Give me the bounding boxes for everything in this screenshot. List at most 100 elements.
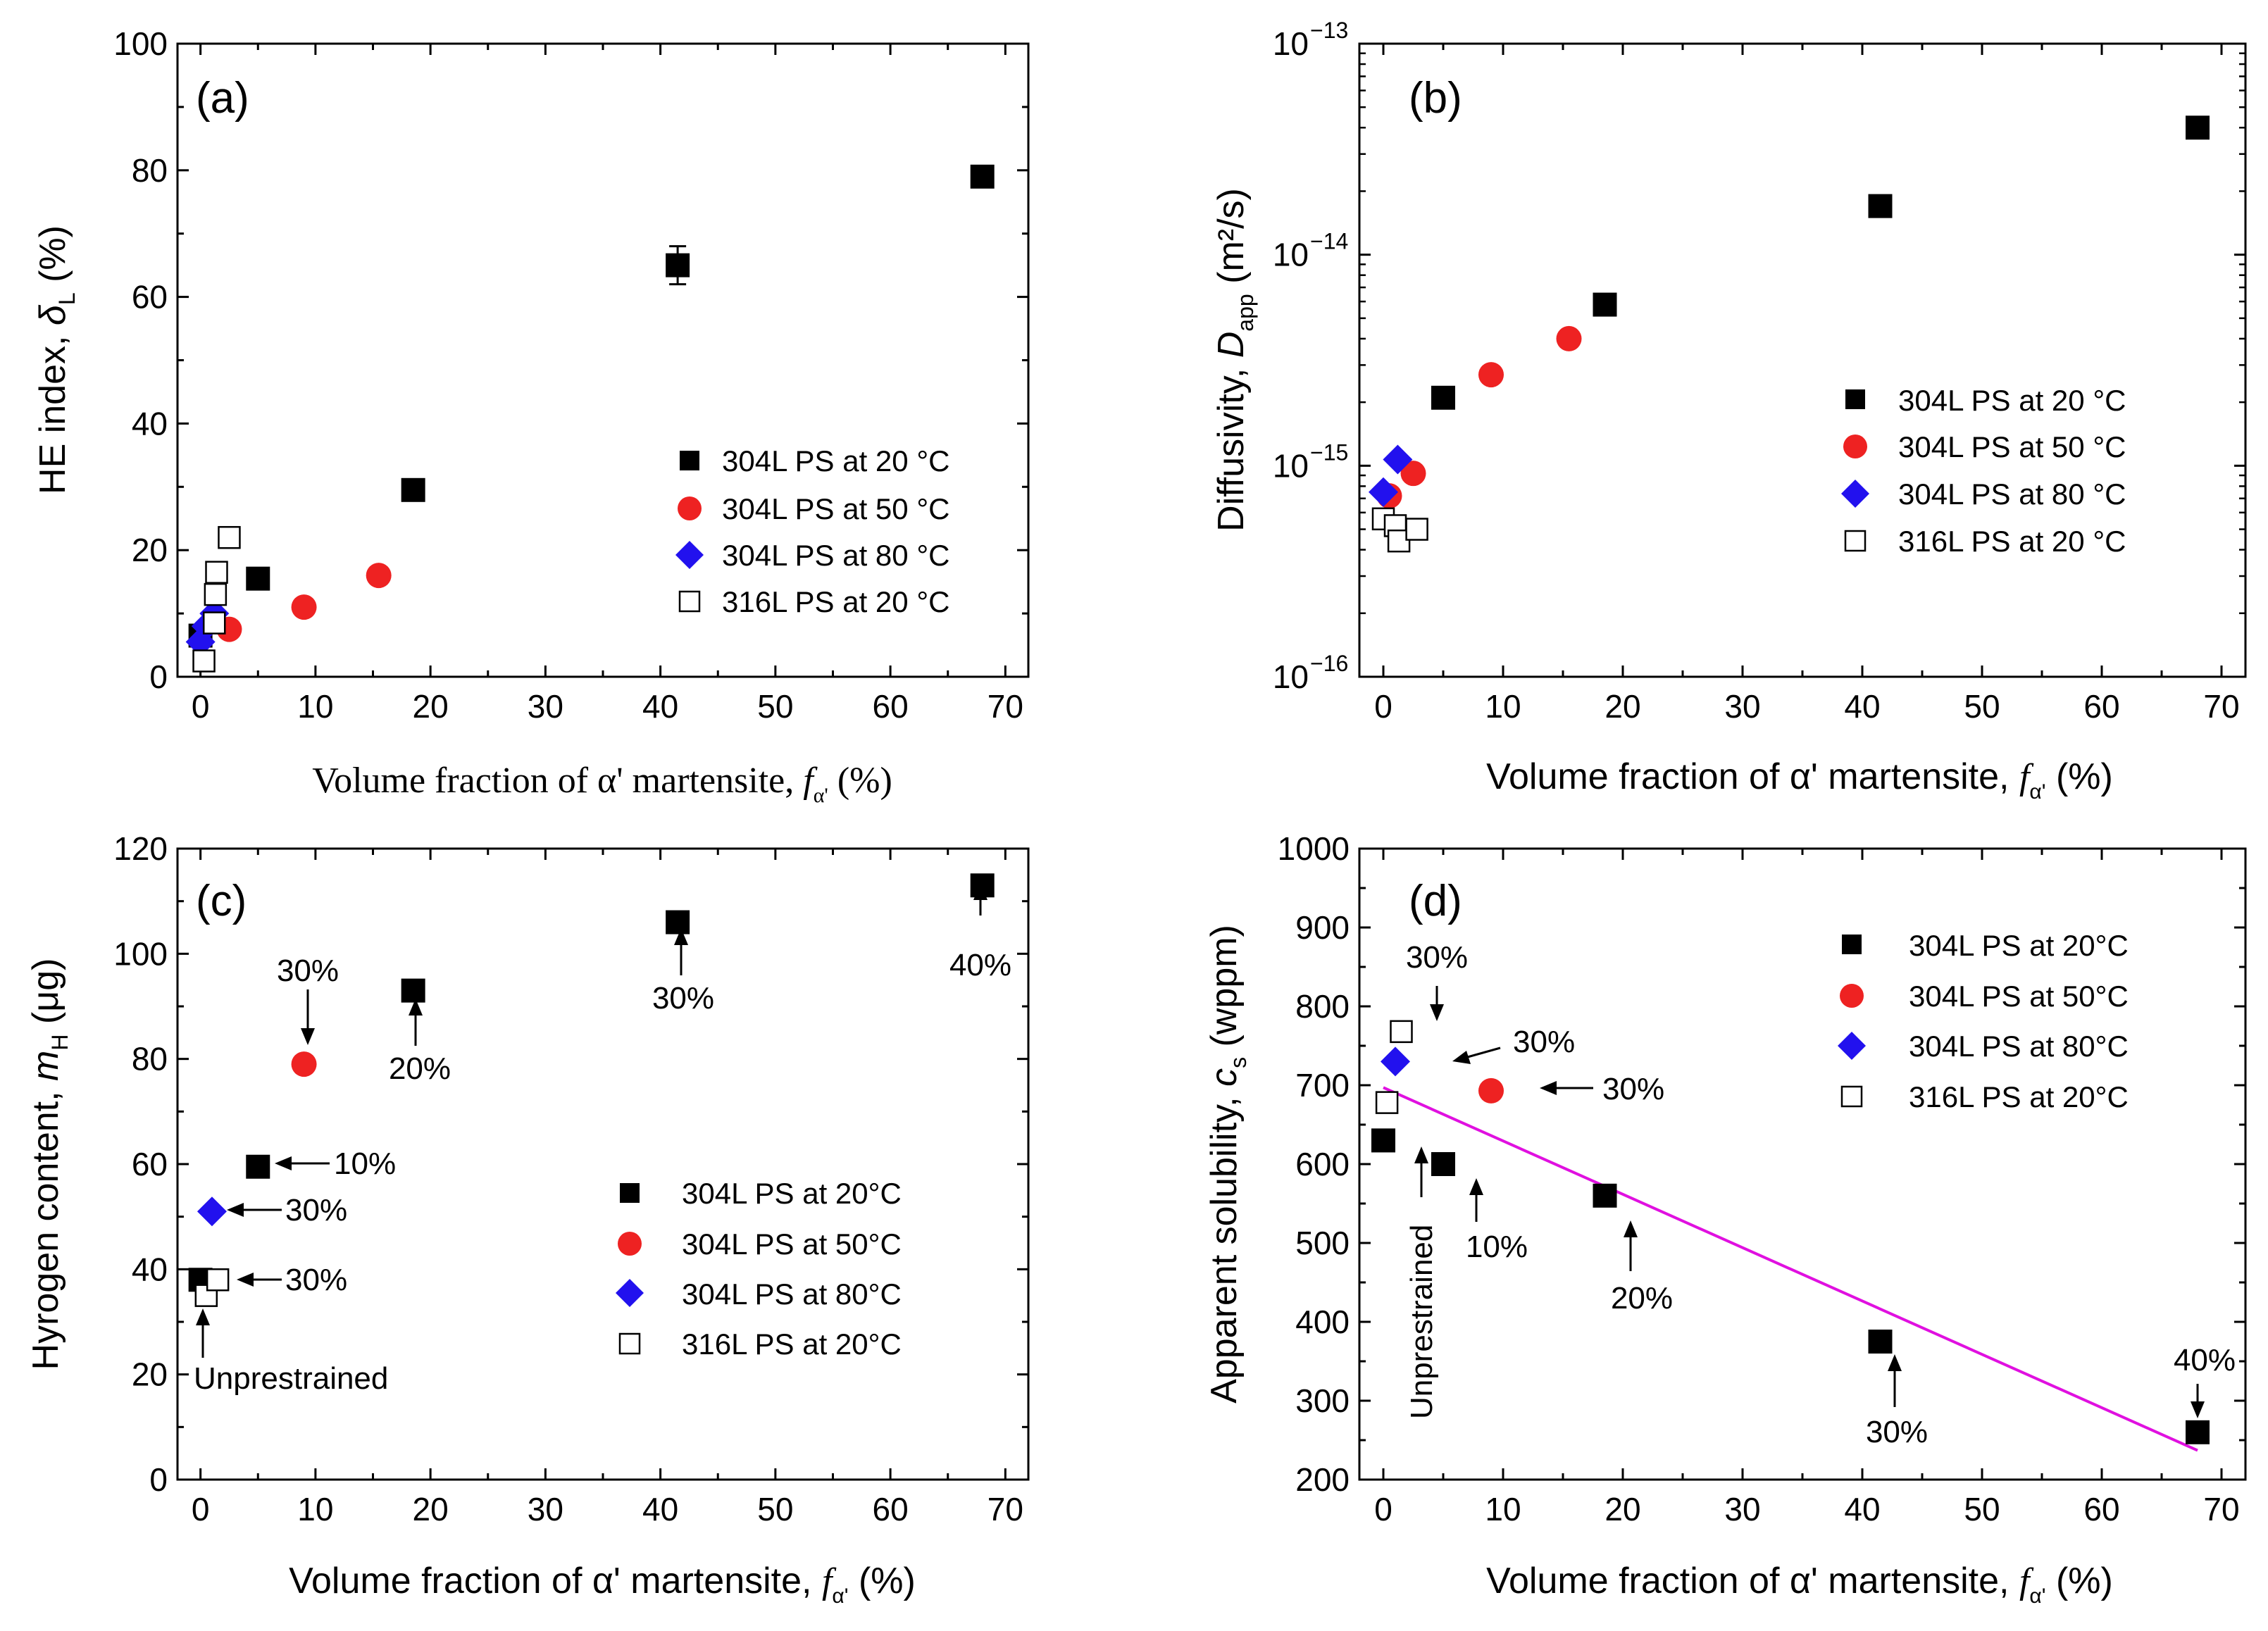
x-tick-label-b-1: 10 [1485, 688, 1521, 725]
y-tick-label-b-3: 10 [1273, 25, 1309, 62]
legend-marker-a-0 [680, 451, 699, 470]
x-tick-label-d-4: 40 [1844, 1491, 1880, 1527]
legend-entry-c-1: 304L PS at 50°C [682, 1227, 902, 1261]
legend-marker-d-3 [1840, 1085, 1863, 1108]
x-tick-label-b-3: 30 [1724, 688, 1760, 725]
y-tick-label-d-1: 300 [1295, 1382, 1350, 1419]
data-point-a-3-1 [202, 611, 226, 635]
y-tick-label-c-2: 40 [132, 1251, 168, 1287]
data-point-d-0-1 [1431, 1152, 1455, 1176]
legend-marker-b-0 [1845, 389, 1865, 409]
arrowhead-c-50 [301, 1028, 315, 1045]
data-point-d-3-0 [1375, 1091, 1399, 1114]
data-point-c-0-4 [970, 873, 995, 898]
data-point-d-2-0 [1381, 1046, 1410, 1077]
legend-marker-b-3 [1844, 530, 1867, 552]
data-point-c-3-1 [206, 1268, 230, 1292]
data-point-a-0-3 [666, 253, 690, 277]
arrowhead-d-30pct [1888, 1354, 1902, 1371]
panel-a: 0 10 20 30 40 50 60 70 0 20 40 60 80 100 (a) Volume f… [32, 25, 1030, 807]
x-tick-label-d-5: 50 [1964, 1491, 2000, 1527]
data-point-d-0-4 [2186, 1420, 2210, 1444]
y-tick-exp-b-2: −14 [1310, 229, 1348, 254]
y-tick-label-c-5: 100 [113, 935, 168, 972]
legend-marker-d-0 [1842, 935, 1862, 954]
x-tick-label-d-3: 30 [1724, 1491, 1760, 1527]
y-tick-label-d-2: 400 [1295, 1304, 1350, 1340]
legend-marker-c-0 [620, 1183, 640, 1203]
fit-line-d [1383, 1086, 2198, 1452]
y-axis-label-a: HE index, δL (%) [32, 225, 80, 494]
legend-entry-d-2: 304L PS at 80°C [1909, 1030, 2129, 1063]
y-tick-label-b-1: 10 [1273, 447, 1309, 484]
data-point-d-0-0 [1371, 1128, 1395, 1153]
y-tick-label-c-3: 60 [132, 1146, 168, 1182]
y-tick-label-d-0: 200 [1295, 1461, 1350, 1498]
annotation-arrows-c [196, 883, 987, 1358]
data-point-a-3-0 [192, 649, 216, 673]
y-axis-label-b: Diffusivity, Dapp (m²/s) [1211, 188, 1258, 532]
x-tick-label-b-6: 60 [2083, 688, 2119, 725]
x-axis-label-b: Volume fraction of α' martensite, fα' (%… [1486, 756, 2113, 804]
arrowhead-c-20pct [409, 999, 423, 1016]
arrow-d-80-30 [1464, 1046, 1501, 1059]
legend-entry-d-0: 304L PS at 20°C [1909, 929, 2129, 962]
data-point-b-3-3 [1405, 518, 1428, 541]
arrowhead-c-10pct [275, 1156, 292, 1170]
arrowhead-d-50-30 [1540, 1081, 1557, 1095]
data-point-b-0-2 [1868, 194, 1893, 218]
y-tick-label-a-2: 40 [132, 405, 168, 442]
annotations-c: 30% 20% 30% 40% 10% 30% 30% Unprestraine… [194, 948, 1011, 1396]
data-point-a-0-4 [970, 164, 995, 189]
arrowhead-c-80 [227, 1203, 244, 1217]
legend-marker-d-1 [1840, 984, 1864, 1008]
legend-marker-a-1 [678, 496, 702, 520]
data-point-a-0-1 [246, 566, 270, 591]
x-tick-label-d-2: 20 [1605, 1491, 1640, 1527]
panel-label-a: (a) [196, 74, 249, 123]
x-axis-label-d: Volume fraction of α' martensite, fα' (%… [1486, 1561, 2113, 1608]
data-point-c-0-2 [401, 978, 425, 1003]
data-point-d-0-3 [1868, 1330, 1893, 1354]
annotation-d-3: 10% [1466, 1230, 1528, 1264]
y-tick-exp-b-3: −13 [1310, 18, 1348, 43]
x-tick-label-c-2: 20 [413, 1491, 449, 1527]
arrowhead-c-unprestrained [196, 1308, 210, 1325]
legend-marker-b-1 [1843, 435, 1867, 458]
data-point-b-1-3 [1556, 325, 1582, 351]
y-tick-label-d-6: 800 [1295, 988, 1350, 1025]
x-axis-label-c: Volume fraction of α' martensite, fα' (%… [289, 1561, 916, 1608]
annotation-d-1: 30% [1513, 1025, 1575, 1059]
y-tick-label-c-0: 0 [149, 1461, 168, 1498]
legend-a: 304L PS at 20 °C 304L PS at 50 °C 304L P… [675, 444, 949, 618]
x-tick-label-a-1: 10 [297, 688, 333, 725]
y-tick-exp-b-1: −15 [1310, 439, 1348, 465]
x-tick-label-c-0: 0 [192, 1491, 210, 1527]
data-point-c-1-0 [291, 1051, 317, 1077]
x-tick-label-a-5: 50 [757, 688, 793, 725]
arrowhead-c-316 [237, 1273, 254, 1287]
panel-label-d: (d) [1409, 877, 1462, 925]
legend-marker-b-2 [1841, 480, 1869, 508]
y-axis-label-d: Apparent solubility, cs (wppm) [1204, 925, 1251, 1404]
data-point-a-1-1 [291, 594, 317, 620]
legend-marker-c-2 [616, 1279, 644, 1307]
data-point-b-0-0 [1431, 385, 1455, 410]
arrowhead-d-316-30 [1430, 1004, 1444, 1021]
axis-ticks-a: 0 10 20 30 40 50 60 70 0 20 40 60 80 100 [113, 25, 1028, 725]
x-tick-label-d-0: 0 [1374, 1491, 1392, 1527]
data-marks-c [188, 873, 995, 1307]
arrowhead-c-30pct [674, 928, 688, 945]
y-tick-label-a-5: 100 [113, 25, 168, 62]
legend-entry-c-2: 304L PS at 80°C [682, 1277, 902, 1311]
legend-entry-b-3: 316L PS at 20 °C [1898, 525, 2126, 558]
data-point-d-3-1 [1390, 1020, 1413, 1044]
annotation-c-6: 30% [285, 1263, 347, 1297]
panel-label-b: (b) [1409, 74, 1462, 123]
x-tick-label-c-5: 50 [757, 1491, 793, 1527]
panel-c: 0 10 20 30 40 50 60 70 0 20 40 60 80 100 120 (c) Volum… [25, 830, 1030, 1608]
legend-d: 304L PS at 20°C 304L PS at 50°C 304L PS … [1838, 929, 2129, 1113]
x-tick-label-a-6: 60 [873, 688, 909, 725]
data-point-c-2-0 [197, 1196, 227, 1227]
